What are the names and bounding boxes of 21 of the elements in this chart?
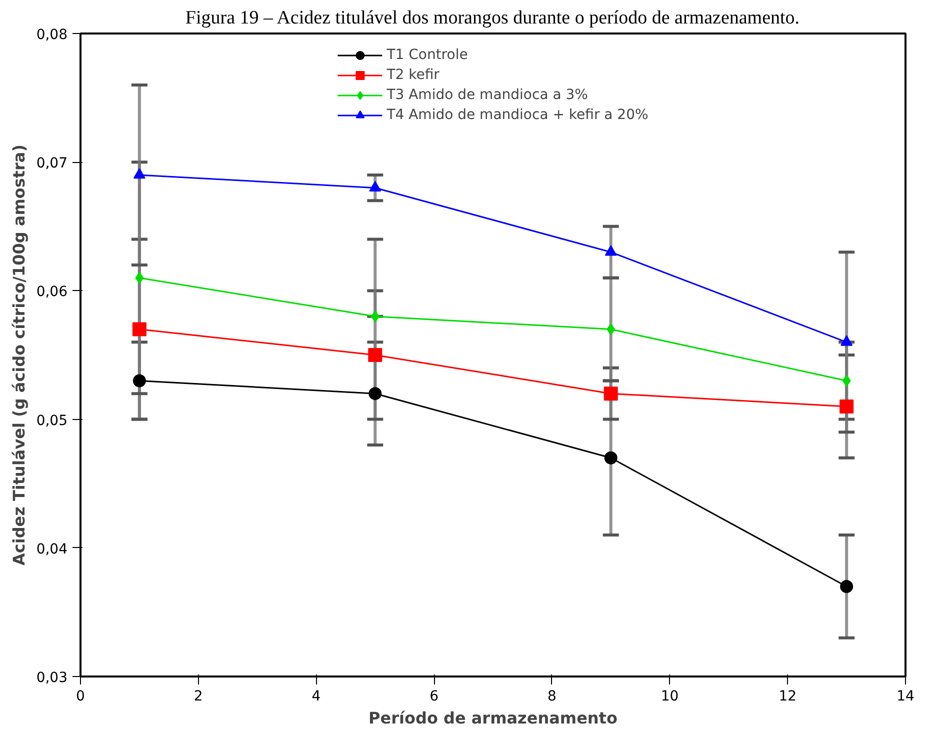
x-tick-label: 12 bbox=[778, 688, 797, 704]
y-axis-title: Acidez Titulável (g ácido cítrico/100g amostra) bbox=[9, 144, 28, 566]
y-tick-label: 0,03 bbox=[36, 670, 68, 686]
x-tick-label: 2 bbox=[194, 688, 203, 704]
x-axis-title: Período de armazenamento bbox=[368, 708, 618, 728]
legend-label: T1 Controle bbox=[386, 47, 468, 63]
y-tick-label: 0,07 bbox=[36, 156, 68, 172]
y-tick-label: 0,04 bbox=[36, 541, 68, 558]
x-tick-label: 4 bbox=[312, 688, 321, 704]
x-tick-label: 8 bbox=[547, 688, 556, 704]
x-tick-label: 14 bbox=[896, 688, 914, 704]
legend-label: T2 kefir bbox=[386, 67, 440, 83]
y-tick-label: 0,08 bbox=[36, 27, 68, 43]
x-tick-label: 10 bbox=[660, 688, 679, 704]
x-tick-label: 6 bbox=[430, 688, 439, 704]
x-tick-label: 0 bbox=[76, 688, 85, 704]
chart-title: Figura 19 – Acidez titulável dos morangos durante o período de armazenamento. bbox=[185, 8, 800, 28]
y-tick-label: 0,06 bbox=[36, 284, 68, 300]
y-tick-label: 0,05 bbox=[36, 412, 68, 429]
legend-label: T4 Amido de mandioca + kefir a 20% bbox=[386, 107, 648, 123]
legend-label: T3 Amido de mandioca a 3% bbox=[386, 87, 588, 103]
